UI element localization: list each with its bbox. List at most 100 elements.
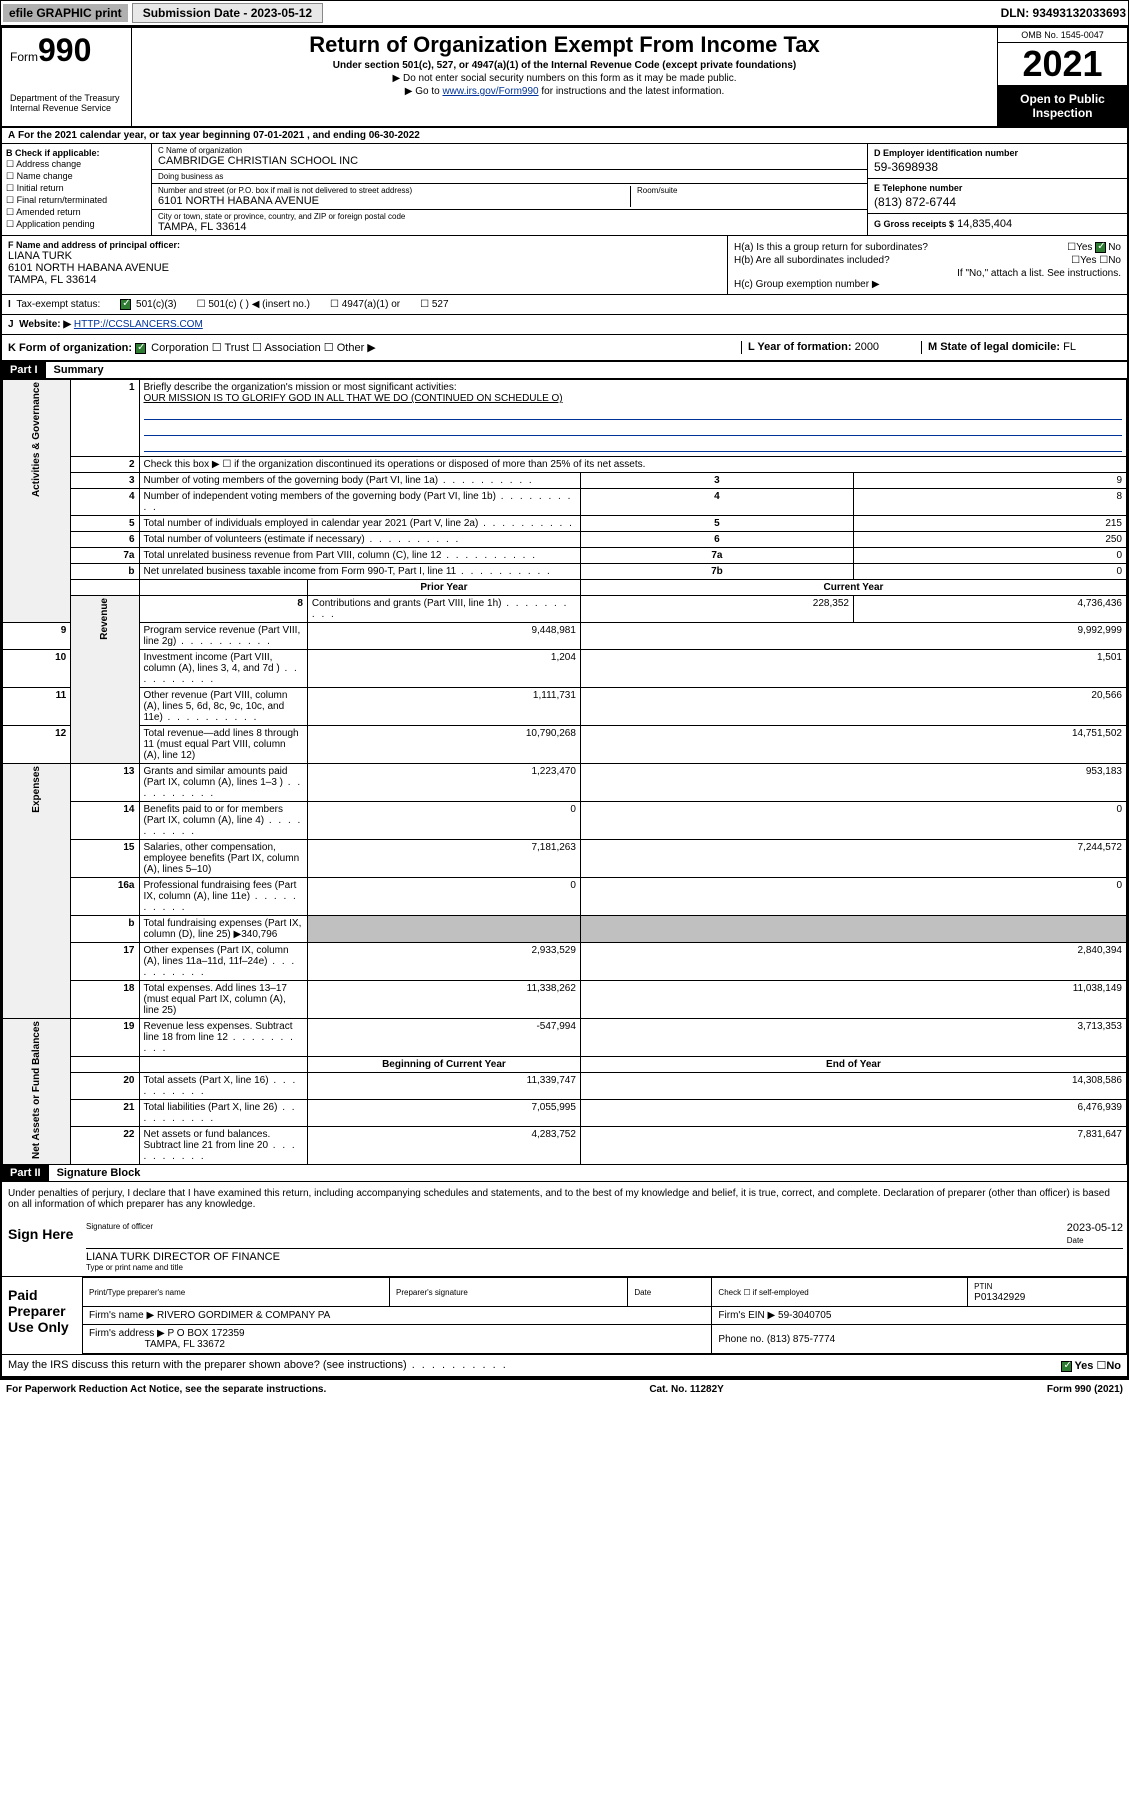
current-year-hdr: Current Year [580,580,1126,596]
dept-label: Department of the Treasury Internal Reve… [10,93,123,113]
website-link[interactable]: HTTP://CCSLANCERS.COM [74,319,203,330]
cb-application-pending[interactable]: ☐ Application pending [6,219,147,230]
section-bcd: B Check if applicable: ☐ Address change … [2,144,1127,236]
sign-here-label: Sign Here [2,1216,82,1276]
col-b-checkboxes: B Check if applicable: ☐ Address change … [2,144,152,235]
form-title: Return of Organization Exempt From Incom… [136,32,993,58]
officer-name: LIANA TURK [8,250,721,262]
part1-badge: Part I [2,362,46,378]
col-f-officer: F Name and address of principal officer:… [2,236,727,294]
side-governance: Activities & Governance [31,382,42,497]
col-c-org-info: C Name of organization CAMBRIDGE CHRISTI… [152,144,867,235]
address-row: Number and street (or P.O. box if mail i… [152,184,867,210]
footer-right: Form 990 (2021) [1047,1384,1123,1395]
gross-value: 14,835,404 [957,218,1012,230]
form-header: Form990 Department of the Treasury Inter… [2,28,1127,128]
org-name-row: C Name of organization CAMBRIDGE CHRISTI… [152,144,867,170]
tax-year: 2021 [998,43,1127,86]
officer-sig-line: Signature of officer 2023-05-12Date [86,1220,1123,1249]
section-fh: F Name and address of principal officer:… [2,236,1127,295]
may-discuss-row: May the IRS discuss this return with the… [2,1355,1127,1378]
col-b-header: B Check if applicable: [6,148,147,158]
corp-checkbox[interactable] [135,343,146,354]
ha-line: H(a) Is this a group return for subordin… [734,242,1121,253]
part2-title: Signature Block [49,1165,149,1181]
omb-number: OMB No. 1545-0047 [998,28,1127,43]
footer-left: For Paperwork Reduction Act Notice, see … [6,1384,326,1395]
row-k-form-org: K Form of organization: Corporation ☐ Tr… [2,335,1127,362]
cb-initial-return[interactable]: ☐ Initial return [6,183,147,194]
submission-date-button[interactable]: Submission Date - 2023-05-12 [132,3,323,23]
ha-no-checkbox[interactable] [1095,242,1106,253]
line1-label: Briefly describe the organization's miss… [144,382,457,393]
501c3-checkbox[interactable] [120,299,131,310]
open-to-public: Open to Public Inspection [998,86,1127,126]
header-left: Form990 Department of the Treasury Inter… [2,28,132,126]
side-net: Net Assets or Fund Balances [31,1021,42,1159]
top-toolbar: efile GRAPHIC print Submission Date - 20… [0,0,1129,26]
row-i-tax-status: I Tax-exempt status: 501(c)(3) ☐ 501(c) … [2,295,1127,315]
room-label: Room/suite [637,186,861,195]
officer-name-title: LIANA TURK DIRECTOR OF FINANCE [86,1251,1123,1263]
city-label: City or town, state or province, country… [158,212,861,221]
side-revenue: Revenue [99,598,110,640]
dba-label: Doing business as [158,172,861,181]
form-note1: ▶ Do not enter social security numbers o… [136,73,993,84]
form-number: 990 [38,32,91,68]
form-subtitle: Under section 501(c), 527, or 4947(a)(1)… [136,60,993,71]
header-right: OMB No. 1545-0047 2021 Open to Public In… [997,28,1127,126]
sign-here-row: Sign Here Signature of officer 2023-05-1… [2,1216,1127,1277]
addr-label: Number and street (or P.O. box if mail i… [158,186,624,195]
part1-title: Summary [46,362,112,378]
officer-addr1: 6101 NORTH HABANA AVENUE [8,262,721,274]
phone-value: (813) 872-6744 [874,195,1121,209]
line1-mission: OUR MISSION IS TO GLORIFY GOD IN ALL THA… [144,393,563,404]
phone-label: E Telephone number [874,183,1121,193]
cb-address-change[interactable]: ☐ Address change [6,159,147,170]
may-yes-checkbox[interactable] [1061,1361,1072,1372]
summary-table: Activities & Governance 1 Briefly descri… [2,379,1127,1165]
city-value: TAMPA, FL 33614 [158,221,861,233]
form-word: Form [10,50,38,64]
org-name: CAMBRIDGE CHRISTIAN SCHOOL INC [158,155,861,167]
col-h-group: H(a) Is this a group return for subordin… [727,236,1127,294]
footer: For Paperwork Reduction Act Notice, see … [0,1380,1129,1399]
cb-amended-return[interactable]: ☐ Amended return [6,207,147,218]
preparer-table: Print/Type preparer's name Preparer's si… [82,1277,1127,1354]
officer-label: F Name and address of principal officer: [8,240,721,250]
col-d-ein: D Employer identification number 59-3698… [867,144,1127,235]
prior-year-hdr: Prior Year [307,580,580,596]
org-name-label: C Name of organization [158,146,861,155]
efile-label: efile GRAPHIC print [3,4,128,22]
hb-note: If "No," attach a list. See instructions… [734,268,1121,279]
addr-value: 6101 NORTH HABANA AVENUE [158,195,624,207]
phone-row: E Telephone number (813) 872-6744 [868,179,1127,214]
cb-name-change[interactable]: ☐ Name change [6,171,147,182]
paid-preparer-label: Paid Preparer Use Only [2,1277,82,1354]
city-row: City or town, state or province, country… [152,210,867,235]
irs-link[interactable]: www.irs.gov/Form990 [442,86,538,97]
ein-value: 59-3698938 [874,160,1121,174]
part1-header-row: Part I Summary [2,362,1127,379]
form-note2: ▶ Go to www.irs.gov/Form990 for instruct… [136,86,993,97]
declaration: Under penalties of perjury, I declare th… [2,1182,1127,1216]
row-a-tax-year: A For the 2021 calendar year, or tax yea… [2,128,1127,144]
dba-row: Doing business as [152,170,867,184]
line2: Check this box ▶ ☐ if the organization d… [139,457,1127,473]
header-center: Return of Organization Exempt From Incom… [132,28,997,126]
side-expenses: Expenses [31,766,42,813]
hc-line: H(c) Group exemption number ▶ [734,279,1121,290]
hb-line: H(b) Are all subordinates included?☐Yes … [734,255,1121,266]
ein-label: D Employer identification number [874,148,1121,158]
ein-row: D Employer identification number 59-3698… [868,144,1127,179]
name-title-label: Type or print name and title [86,1263,1123,1272]
gross-label: G Gross receipts $ [874,219,954,229]
footer-mid: Cat. No. 11282Y [649,1384,723,1395]
cb-final-return[interactable]: ☐ Final return/terminated [6,195,147,206]
form-container: Form990 Department of the Treasury Inter… [0,26,1129,1380]
gross-row: G Gross receipts $ 14,835,404 [868,214,1127,235]
part2-header-row: Part II Signature Block [2,1165,1127,1182]
part2-badge: Part II [2,1165,49,1181]
dln-label: DLN: 93493132033693 [1001,6,1126,20]
officer-addr2: TAMPA, FL 33614 [8,274,721,286]
